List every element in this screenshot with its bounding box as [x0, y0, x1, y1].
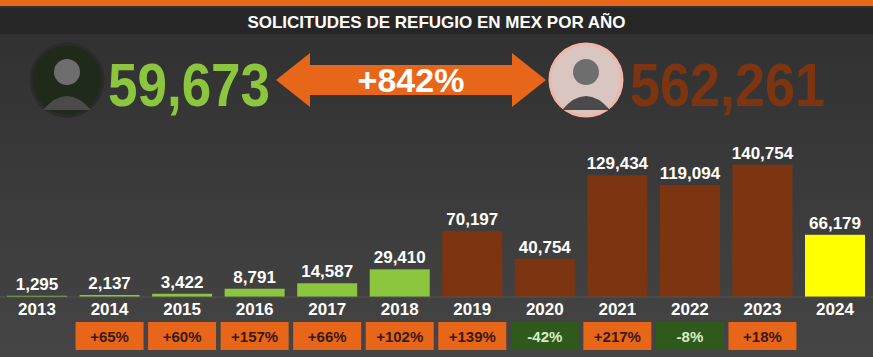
x-tick-label: 2020 [526, 300, 564, 319]
chart: SOLICITUDES DE REFUGIO EN MEX POR AÑO 59,… [0, 0, 873, 357]
change-box [76, 322, 144, 350]
bar [297, 283, 357, 297]
total-right: 562,261 [630, 50, 825, 119]
data-label: 29,410 [374, 248, 426, 267]
change-label: +18% [743, 328, 782, 345]
bars [7, 165, 865, 297]
change-label: +217% [594, 328, 641, 345]
change-box [438, 322, 506, 350]
change-label: -8% [677, 328, 704, 345]
x-tick-label: 2019 [453, 300, 491, 319]
portrait [31, 44, 103, 116]
x-tick-label: 2024 [816, 300, 854, 319]
title: SOLICITUDES DE REFUGIO EN MEX POR AÑO [247, 12, 625, 32]
data-label: 2,137 [88, 274, 131, 293]
data-label: 140,754 [732, 144, 794, 163]
x-tick-label: 2017 [308, 300, 346, 319]
data-label: 70,197 [446, 210, 498, 229]
change-label: +157% [231, 328, 278, 345]
title-bar [0, 8, 873, 34]
x-tick-label: 2021 [598, 300, 636, 319]
baseline [0, 297, 873, 298]
total-change: +842% [358, 61, 465, 99]
change-label: +66% [308, 328, 347, 345]
data-label: 1,295 [16, 275, 59, 294]
x-tick-label: 2013 [18, 300, 56, 319]
data-label: 8,791 [233, 268, 276, 287]
change-box [148, 322, 216, 350]
change-label: +65% [90, 328, 129, 345]
change-label: +102% [376, 328, 423, 345]
bar [805, 235, 865, 297]
change-box [583, 322, 651, 350]
data-label: 14,587 [301, 262, 353, 281]
x-tick-label: 2015 [163, 300, 201, 319]
change-box [293, 322, 361, 350]
change-label: +139% [449, 328, 496, 345]
change-box [728, 322, 796, 350]
bar [370, 269, 430, 297]
data-label: 119,094 [660, 164, 721, 183]
change-label: -42% [527, 328, 562, 345]
change-label: +60% [163, 328, 202, 345]
x-tick-label: 2016 [236, 300, 274, 319]
data-label: 66,179 [809, 214, 861, 233]
change-box [366, 322, 434, 350]
portrait-head [54, 59, 80, 85]
portrait-frame [550, 44, 622, 116]
data-label: 40,754 [519, 238, 572, 257]
portrait [550, 44, 622, 116]
bar [225, 289, 285, 297]
change-box [656, 322, 724, 350]
change-box [511, 322, 579, 350]
portrait-body [562, 96, 610, 110]
bar [587, 175, 647, 297]
change-box [221, 322, 289, 350]
bar [515, 259, 575, 297]
total-left: 59,673 [108, 50, 270, 119]
bar [442, 231, 502, 297]
x-tick-label: 2023 [744, 300, 782, 319]
bar [732, 165, 792, 297]
portrait-body [43, 96, 91, 110]
x-tick-label: 2022 [671, 300, 709, 319]
double-arrow [276, 53, 546, 107]
x-tick-label: 2014 [91, 300, 129, 319]
labels: 1,295 2013 2,137 2014 3,422 2015 8,791 2016 14,5… [16, 144, 861, 319]
x-tick-label: 2018 [381, 300, 419, 319]
portrait-frame [31, 44, 103, 116]
portrait-head [573, 59, 599, 85]
bar [660, 185, 720, 297]
data-label: 3,422 [161, 273, 204, 292]
data-label: 129,434 [587, 154, 649, 173]
top-strip [0, 0, 873, 6]
background [0, 0, 873, 357]
